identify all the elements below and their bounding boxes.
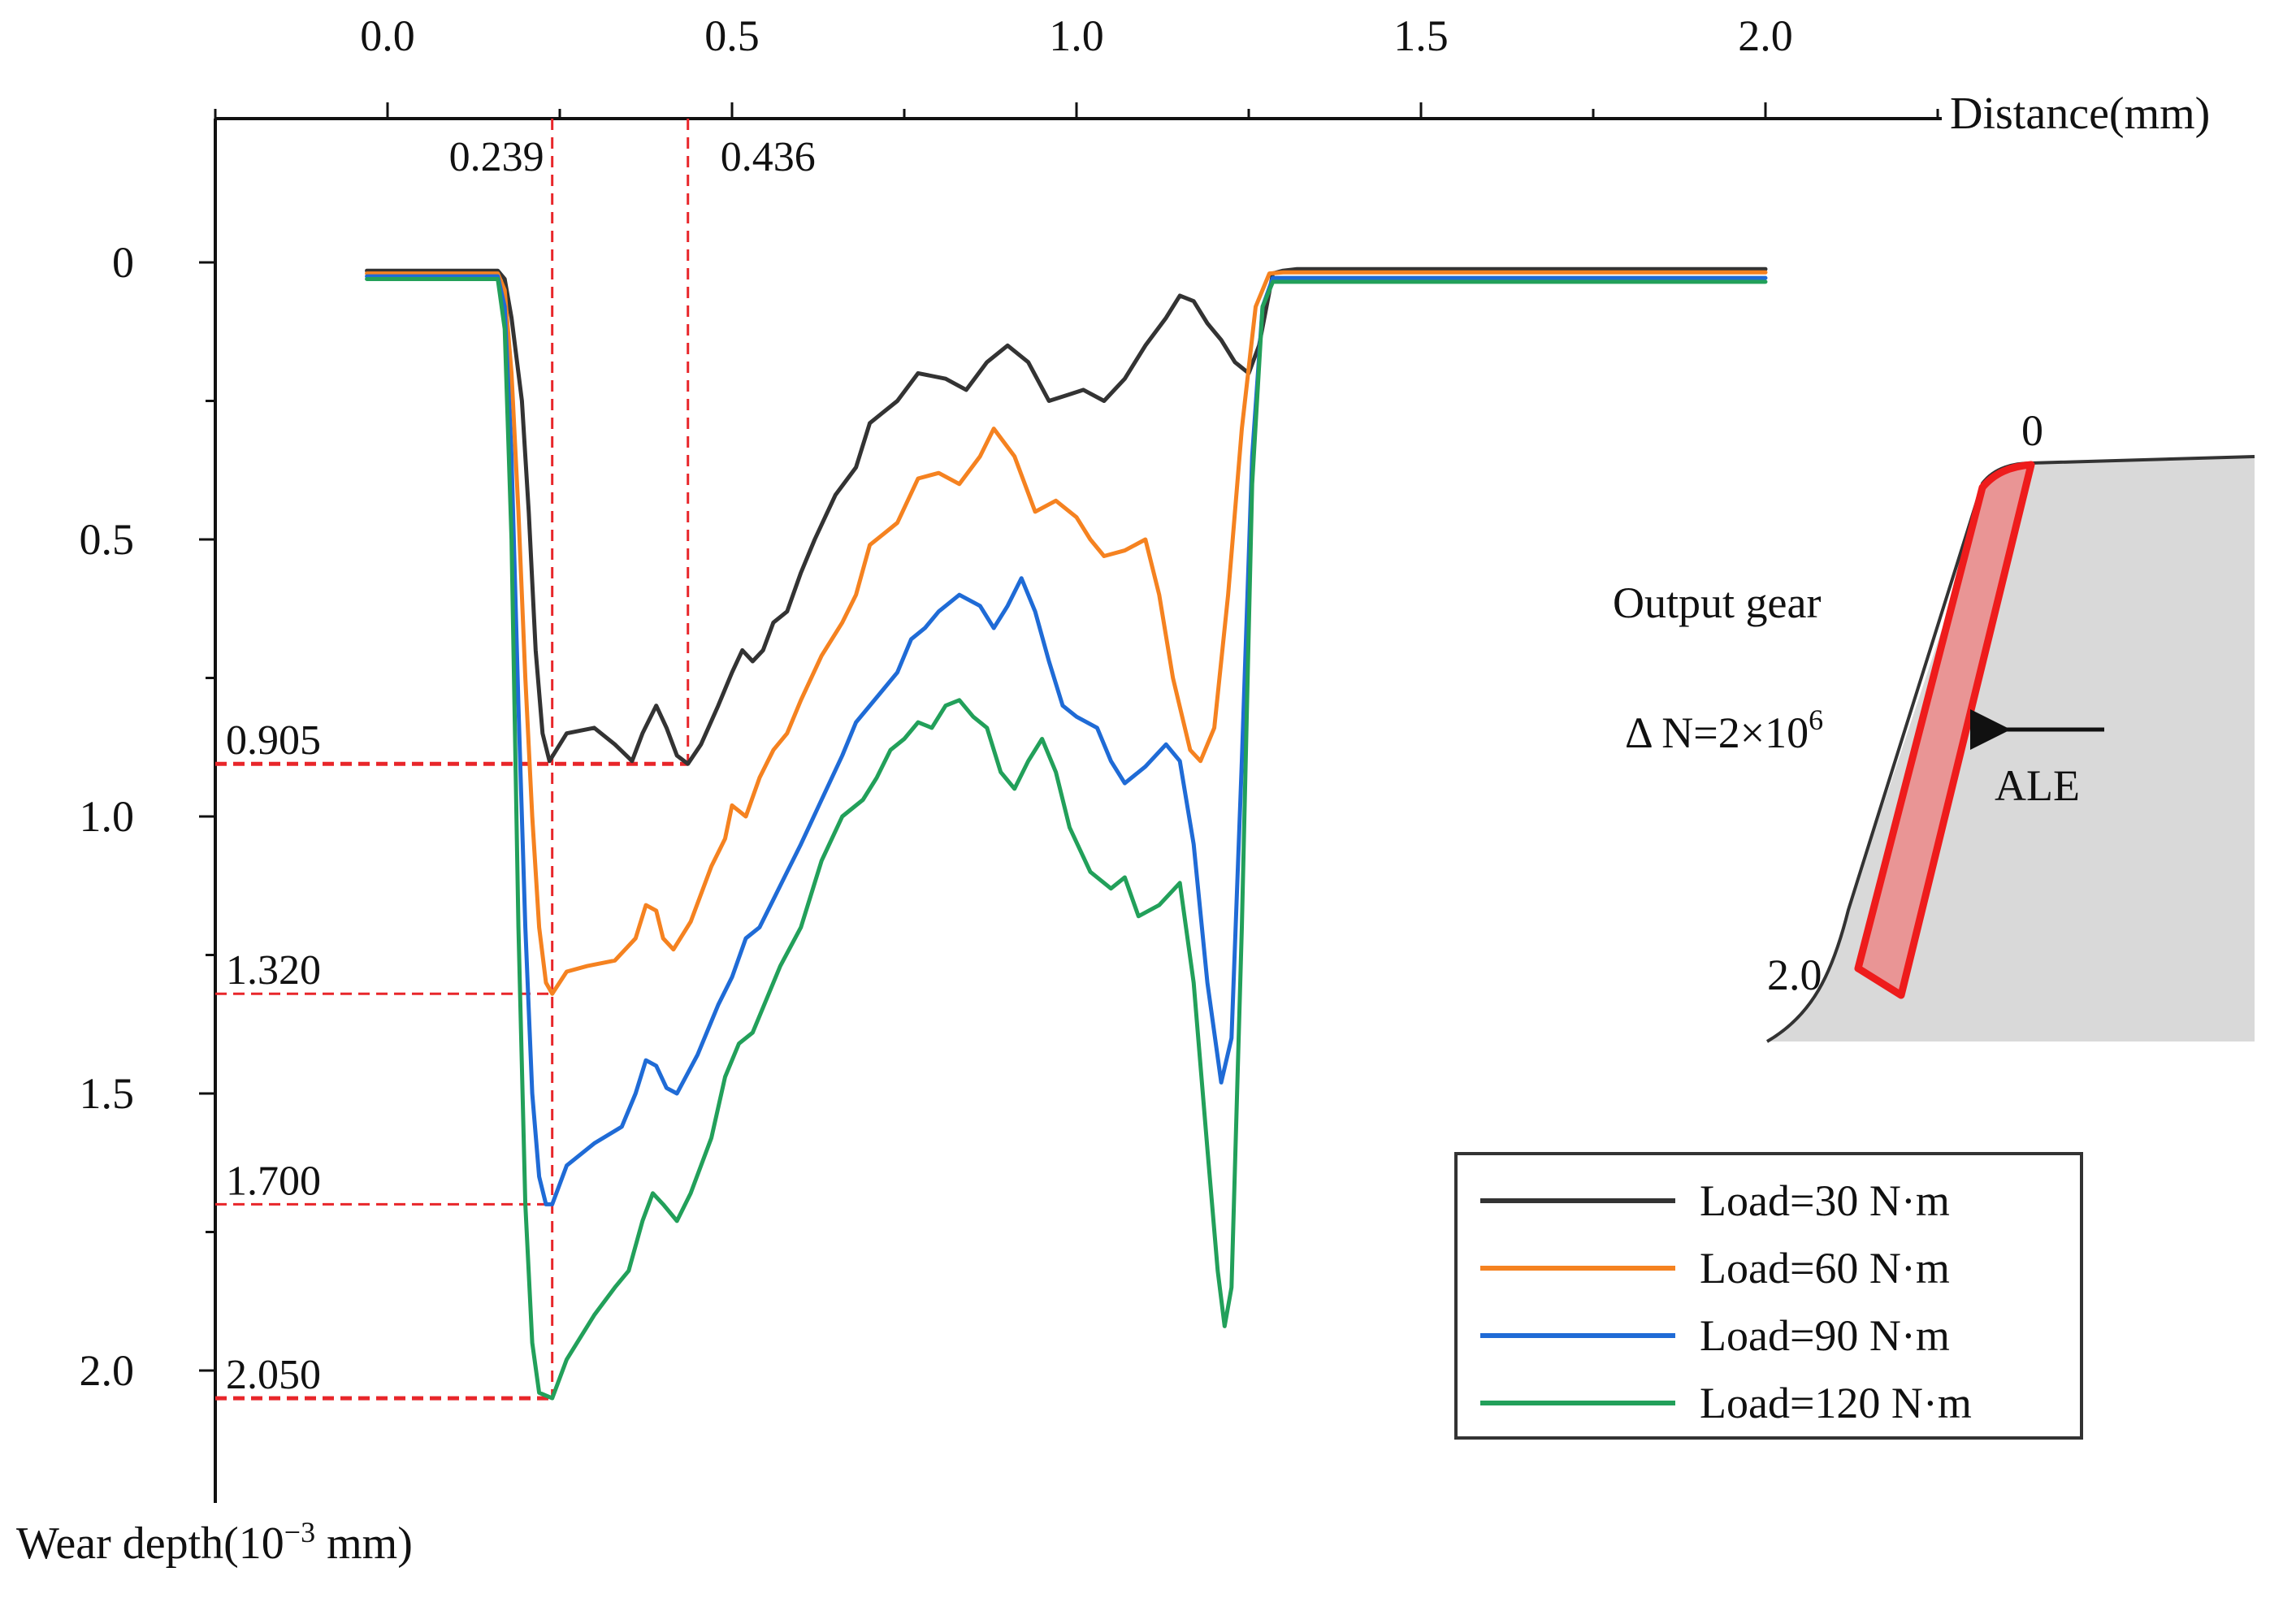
- inset-label-top: 0: [2021, 406, 2043, 455]
- series-line: [365, 274, 1768, 1206]
- gear-inset: Output gear 0 2.0 Δ N=2×106 ALE: [1613, 406, 2255, 1043]
- inset-title: Output gear: [1613, 578, 1821, 627]
- legend-label: Load=30 N·m: [1700, 1176, 1950, 1225]
- legend-label: Load=60 N·m: [1700, 1244, 1950, 1293]
- vertical-marker-label: 0.436: [721, 134, 816, 180]
- horizontal-marker-label: 0.905: [226, 717, 321, 764]
- y-ticks: 0 0.5 1.0 1.5 2.0: [80, 238, 215, 1395]
- series-line: [365, 270, 1768, 996]
- x-tick-label: 1.5: [1393, 11, 1449, 60]
- x-tick-label: 0.5: [704, 11, 760, 60]
- horizontal-marker-label: 2.050: [226, 1352, 321, 1398]
- axes: 0.0 0.5 1.0 1.5 2.0 0 0.5 1.0 1.5 2.0 Distance(m…: [16, 11, 2210, 1569]
- y-tick-label: 1.5: [80, 1069, 135, 1118]
- x-axis-title: Distance(mm): [1950, 89, 2210, 139]
- legend-label: Load=90 N·m: [1700, 1311, 1950, 1360]
- series-line: [365, 277, 1768, 1401]
- y-axis-title: Wear depth(10−3 mm): [16, 1516, 413, 1569]
- inset-label-bottom: 2.0: [1767, 951, 1822, 999]
- y-tick-label: 2.0: [80, 1346, 135, 1395]
- inset-cycles: Δ N=2×106: [1625, 704, 1823, 757]
- y-axis-title-exponent: −3: [284, 1516, 315, 1548]
- legend-label: Load=120 N·m: [1700, 1379, 1972, 1427]
- legend-items: Load=30 N·m Load=60 N·m Load=90 N·m Load=12…: [1480, 1176, 1972, 1427]
- series-line: [365, 266, 1768, 766]
- y-tick-label: 0.5: [80, 515, 135, 564]
- x-tick-label: 1.0: [1049, 11, 1104, 60]
- inset-arrow-label: ALE: [1995, 761, 2080, 810]
- vertical-marker-label: 0.239: [449, 134, 544, 180]
- horizontal-marker-label: 1.320: [226, 947, 321, 994]
- y-tick-label: 1.0: [80, 792, 135, 841]
- y-axis-title-unit: mm): [315, 1518, 413, 1569]
- x-ticks: 0.0 0.5 1.0 1.5 2.0: [214, 11, 1939, 119]
- horizontal-marker-label: 1.700: [226, 1158, 321, 1204]
- reference-markers: 0.239 0.436 0.905 1.320 1.700 2.050: [215, 119, 816, 1401]
- y-tick-label: 0: [112, 238, 134, 287]
- gear-wear-region: [1854, 461, 2035, 999]
- x-tick-label: 2.0: [1738, 11, 1793, 60]
- inset-cycles-exponent: 6: [1809, 704, 1823, 736]
- series-lines: [365, 266, 1768, 1401]
- legend: Load=30 N·m Load=60 N·m Load=90 N·m Load=12…: [1454, 1152, 2083, 1440]
- x-tick-label: 0.0: [360, 11, 415, 60]
